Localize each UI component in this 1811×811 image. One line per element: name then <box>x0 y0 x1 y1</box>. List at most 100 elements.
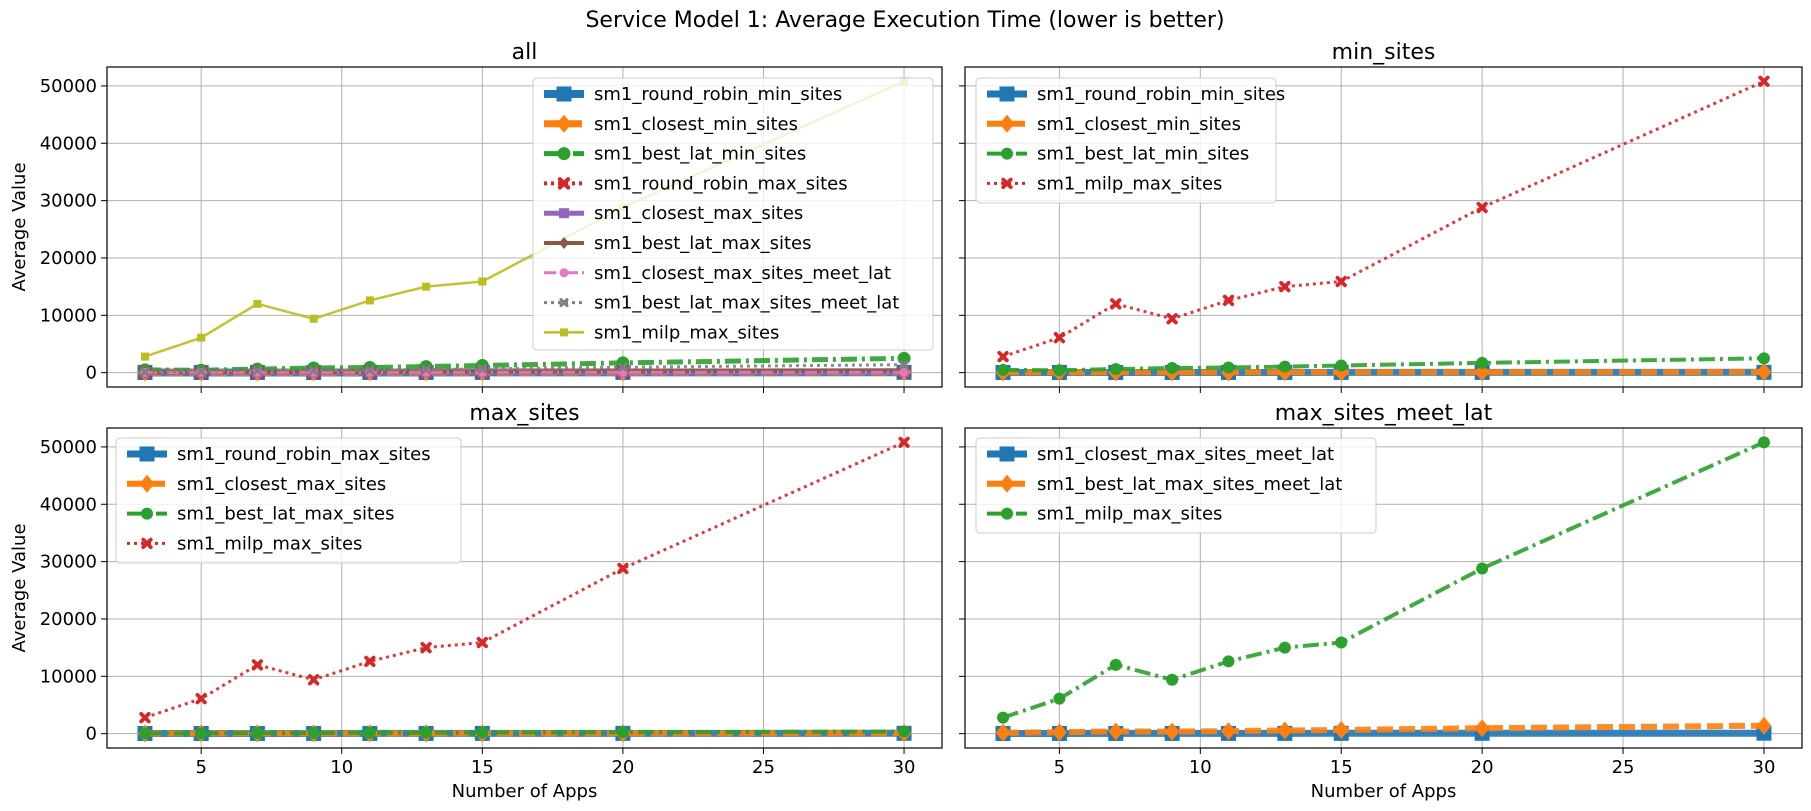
legend-label: sm1_milp_max_sites <box>1037 504 1222 525</box>
data-point <box>367 367 373 373</box>
legend-label: sm1_milp_max_sites <box>177 533 362 554</box>
data-point <box>197 334 205 342</box>
data-point <box>1223 362 1235 374</box>
x-axis-label: Number of Apps <box>1311 781 1457 802</box>
data-point <box>423 366 429 372</box>
data-point <box>1053 693 1065 705</box>
data-point <box>310 315 318 323</box>
data-point <box>1281 283 1289 291</box>
legend-label: sm1_best_lat_max_sites <box>177 504 395 525</box>
legend-label: sm1_round_robin_max_sites <box>594 173 848 194</box>
data-point <box>479 366 485 372</box>
data-point <box>1225 297 1233 305</box>
legend-label: sm1_round_robin_min_sites <box>594 84 842 105</box>
chart-panel-2: min_sitessm1_round_robin_min_sitessm1_cl… <box>959 40 1802 393</box>
data-point <box>195 727 207 739</box>
data-point <box>1223 655 1235 667</box>
data-point <box>1166 674 1178 686</box>
legend-item: sm1_best_lat_max_sites_meet_lat <box>544 293 899 314</box>
legend-handle-marker <box>559 208 569 218</box>
data-point <box>1166 362 1178 374</box>
x-axis-label: Number of Apps <box>452 781 598 802</box>
data-point <box>617 726 629 738</box>
chart-panel-4: 5 10 15 20 25 30max_sites_meet_latNumber of A… <box>959 401 1802 802</box>
data-point <box>478 277 486 285</box>
data-point <box>1758 436 1770 448</box>
data-point <box>251 727 263 739</box>
y-tick-label: 30000 <box>40 552 97 573</box>
legend-label: sm1_milp_max_sites <box>1037 173 1222 194</box>
data-point <box>1478 204 1486 212</box>
legend-label: sm1_round_robin_min_sites <box>1037 84 1285 105</box>
y-tick-label: 50000 <box>40 76 97 97</box>
x-tick-label: 25 <box>1612 757 1635 778</box>
legend-label: sm1_closest_min_sites <box>594 114 798 135</box>
legend-handle-marker <box>1001 148 1013 160</box>
data-point <box>197 695 205 703</box>
legend-label: sm1_round_robin_max_sites <box>177 444 431 465</box>
y-tick-label: 50000 <box>40 437 97 458</box>
x-tick-label: 20 <box>611 757 634 778</box>
legend-handle-marker <box>558 147 571 160</box>
chart-panel-1: 0 10000 20000 30000 40000 50000 all Average Val… <box>9 40 942 393</box>
legend-handle-marker <box>560 268 569 277</box>
y-tick-label: 10000 <box>40 666 97 687</box>
data-point <box>1337 278 1345 286</box>
data-point <box>420 727 432 739</box>
legend-item: sm1_closest_max_sites_meet_lat <box>987 444 1334 465</box>
legend-label: sm1_best_lat_min_sites <box>1037 144 1249 165</box>
data-point <box>476 727 488 739</box>
legend-label: sm1_best_lat_max_sites_meet_lat <box>594 293 899 314</box>
x-tick-label: 5 <box>195 757 206 778</box>
legend-label: sm1_closest_max_sites_meet_lat <box>594 263 891 284</box>
legend-label: sm1_closest_min_sites <box>1037 114 1241 135</box>
data-point <box>142 369 148 375</box>
x-tick-label: 25 <box>752 757 775 778</box>
x-tick-label: 15 <box>471 757 494 778</box>
legend-handle-marker <box>140 447 155 462</box>
legend-label: sm1_best_lat_min_sites <box>594 144 806 165</box>
legend-item: sm1_closest_max_sites_meet_lat <box>544 263 891 284</box>
data-point <box>139 727 151 739</box>
legend-handle-marker <box>141 508 153 520</box>
legend-label: sm1_closest_max_sites <box>594 203 803 224</box>
data-point <box>901 362 907 368</box>
legend-handle-marker <box>1003 180 1011 188</box>
legend-handle-marker <box>560 179 568 187</box>
legend-handle-marker <box>143 540 151 548</box>
data-point <box>999 353 1007 361</box>
legend-label: sm1_milp_max_sites <box>594 322 779 343</box>
data-point <box>141 714 149 722</box>
data-point <box>253 300 261 308</box>
y-tick-label: 30000 <box>40 191 97 212</box>
data-point <box>997 364 1009 376</box>
legend: sm1_round_robin_min_sites sm1_closest_min… <box>976 78 1285 203</box>
panel-title: all <box>512 40 538 65</box>
data-point <box>1758 352 1770 364</box>
data-point <box>1110 363 1122 375</box>
legend-handle-marker <box>561 300 567 306</box>
data-point <box>141 353 149 361</box>
data-point <box>308 727 320 739</box>
panel-title: max_sites <box>469 401 579 426</box>
data-point <box>1335 359 1347 371</box>
y-axis-label: Average Value <box>9 162 30 291</box>
data-point <box>366 658 374 666</box>
legend: sm1_round_robin_max_sites sm1_closest_max… <box>116 438 461 563</box>
figure-title: Service Model 1: Average Execution Time … <box>585 8 1224 33</box>
data-point <box>1279 642 1291 654</box>
legend-item: sm1_best_lat_max_sites_meet_lat <box>987 474 1342 495</box>
data-point <box>310 676 318 684</box>
y-tick-label: 0 <box>86 724 97 745</box>
legend-handle-marker <box>1001 508 1013 520</box>
legend-handle-marker <box>557 87 572 102</box>
data-point <box>422 283 430 291</box>
data-point <box>1168 315 1176 323</box>
data-point <box>1760 78 1768 86</box>
data-point <box>311 368 317 374</box>
y-tick-label: 20000 <box>40 609 97 630</box>
data-point <box>364 727 376 739</box>
data-point <box>900 439 908 447</box>
data-point <box>1110 659 1122 671</box>
